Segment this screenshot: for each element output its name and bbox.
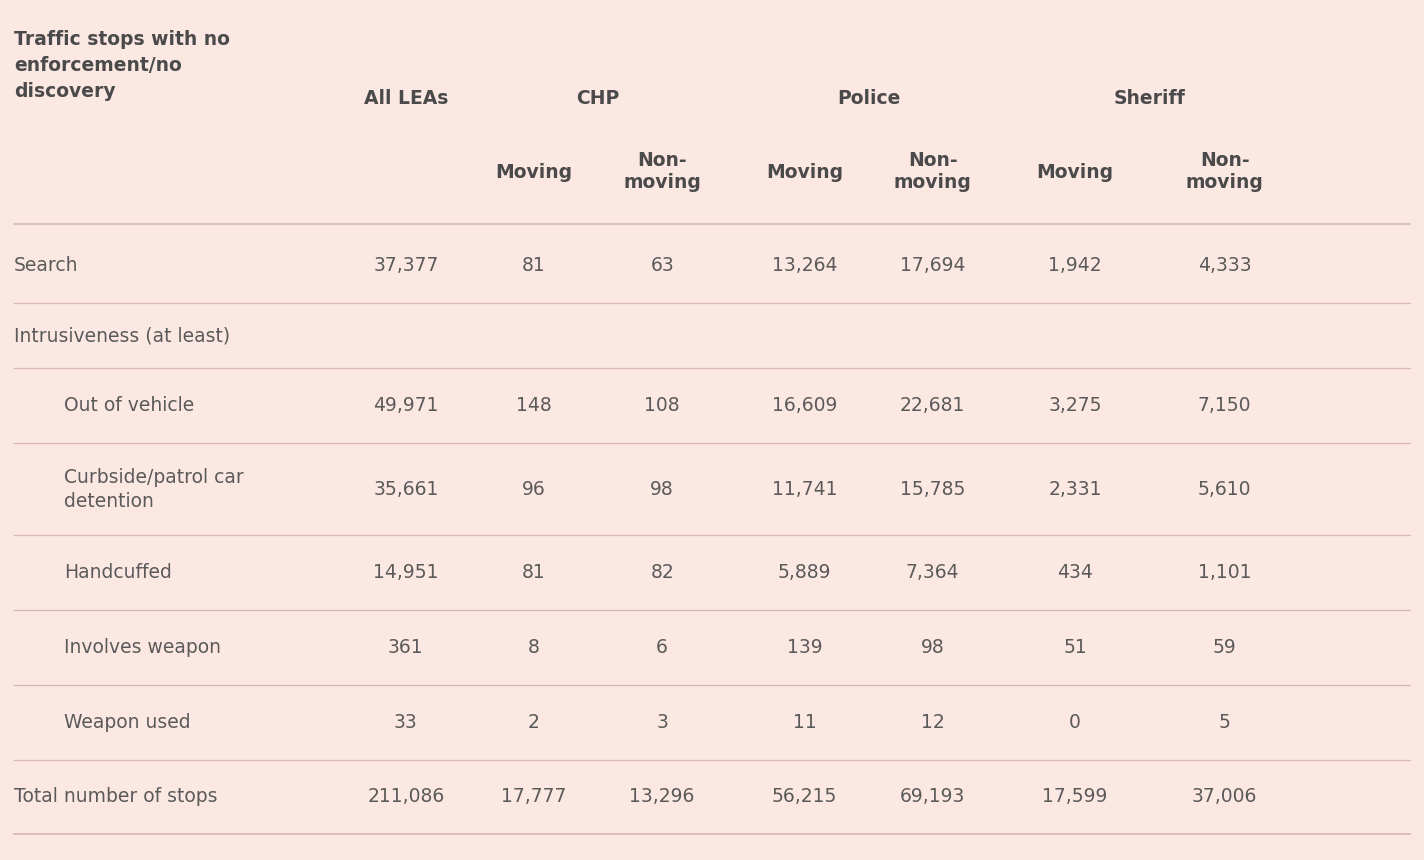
Text: All LEAs: All LEAs bbox=[363, 89, 449, 108]
Text: Sheriff: Sheriff bbox=[1114, 89, 1186, 108]
Text: 7,364: 7,364 bbox=[906, 563, 960, 582]
Text: 12: 12 bbox=[921, 713, 944, 732]
Text: Involves weapon: Involves weapon bbox=[64, 638, 221, 657]
Text: 361: 361 bbox=[387, 638, 424, 657]
Text: 35,661: 35,661 bbox=[373, 480, 439, 499]
Text: 2,331: 2,331 bbox=[1048, 480, 1102, 499]
Text: 139: 139 bbox=[786, 638, 823, 657]
Text: 17,599: 17,599 bbox=[1042, 788, 1108, 807]
Text: 37,006: 37,006 bbox=[1192, 788, 1257, 807]
Text: Moving: Moving bbox=[496, 163, 572, 181]
Text: 33: 33 bbox=[394, 713, 417, 732]
Text: 15,785: 15,785 bbox=[900, 480, 965, 499]
Text: 108: 108 bbox=[644, 396, 681, 415]
Text: 11: 11 bbox=[793, 713, 816, 732]
Text: 49,971: 49,971 bbox=[373, 396, 439, 415]
Text: 1,101: 1,101 bbox=[1198, 563, 1252, 582]
Text: 11,741: 11,741 bbox=[772, 480, 837, 499]
Text: 56,215: 56,215 bbox=[772, 788, 837, 807]
Text: Moving: Moving bbox=[766, 163, 843, 181]
Text: 98: 98 bbox=[921, 638, 944, 657]
Text: 96: 96 bbox=[523, 480, 545, 499]
Text: Search: Search bbox=[14, 255, 78, 274]
Text: Non-
moving: Non- moving bbox=[894, 151, 971, 193]
Text: 13,264: 13,264 bbox=[772, 255, 837, 274]
Text: 81: 81 bbox=[523, 563, 545, 582]
Text: 5: 5 bbox=[1219, 713, 1230, 732]
Text: 3: 3 bbox=[656, 713, 668, 732]
Text: 211,086: 211,086 bbox=[367, 788, 444, 807]
Text: 17,694: 17,694 bbox=[900, 255, 965, 274]
Text: 14,951: 14,951 bbox=[373, 563, 439, 582]
Text: Traffic stops with no
enforcement/no
discovery: Traffic stops with no enforcement/no dis… bbox=[14, 30, 231, 101]
Text: Police: Police bbox=[837, 89, 900, 108]
Text: 5,889: 5,889 bbox=[778, 563, 832, 582]
Text: Moving: Moving bbox=[1037, 163, 1114, 181]
Text: 148: 148 bbox=[515, 396, 553, 415]
Text: 6: 6 bbox=[656, 638, 668, 657]
Text: Total number of stops: Total number of stops bbox=[14, 788, 218, 807]
Text: Handcuffed: Handcuffed bbox=[64, 563, 172, 582]
Text: 17,777: 17,777 bbox=[501, 788, 567, 807]
Text: 1,942: 1,942 bbox=[1048, 255, 1102, 274]
Text: 63: 63 bbox=[651, 255, 674, 274]
Text: CHP: CHP bbox=[577, 89, 619, 108]
Text: Curbside/patrol car
detention: Curbside/patrol car detention bbox=[64, 468, 244, 511]
Text: Weapon used: Weapon used bbox=[64, 713, 191, 732]
Text: Non-
moving: Non- moving bbox=[624, 151, 701, 193]
Text: 82: 82 bbox=[651, 563, 674, 582]
Text: 37,377: 37,377 bbox=[373, 255, 439, 274]
Text: 69,193: 69,193 bbox=[900, 788, 965, 807]
Text: Non-
moving: Non- moving bbox=[1186, 151, 1263, 193]
Text: 22,681: 22,681 bbox=[900, 396, 965, 415]
Text: 3,275: 3,275 bbox=[1048, 396, 1102, 415]
Text: 16,609: 16,609 bbox=[772, 396, 837, 415]
Text: 8: 8 bbox=[528, 638, 540, 657]
Text: 434: 434 bbox=[1057, 563, 1094, 582]
Text: 5,610: 5,610 bbox=[1198, 480, 1252, 499]
Text: 4,333: 4,333 bbox=[1198, 255, 1252, 274]
Text: 7,150: 7,150 bbox=[1198, 396, 1252, 415]
Text: Intrusiveness (at least): Intrusiveness (at least) bbox=[14, 326, 231, 345]
Text: Out of vehicle: Out of vehicle bbox=[64, 396, 194, 415]
Text: 13,296: 13,296 bbox=[629, 788, 695, 807]
Text: 59: 59 bbox=[1213, 638, 1236, 657]
Text: 51: 51 bbox=[1064, 638, 1087, 657]
Text: 98: 98 bbox=[651, 480, 674, 499]
Text: 81: 81 bbox=[523, 255, 545, 274]
Text: 2: 2 bbox=[528, 713, 540, 732]
Text: 0: 0 bbox=[1069, 713, 1081, 732]
